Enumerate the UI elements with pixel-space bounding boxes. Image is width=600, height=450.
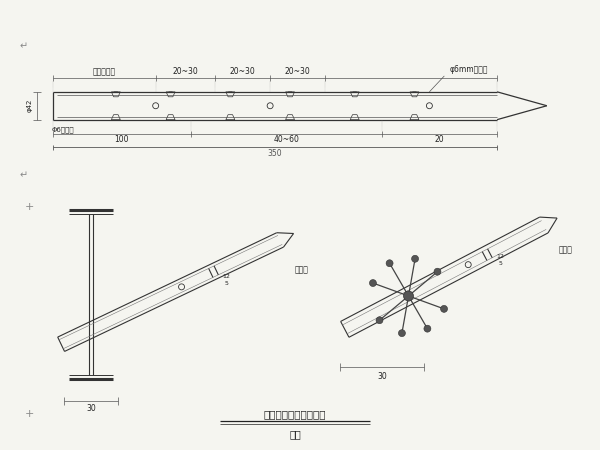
Polygon shape — [112, 92, 121, 97]
Text: 钉抬箋: 钉抬箋 — [295, 265, 309, 274]
Circle shape — [440, 306, 448, 312]
Text: 20~30: 20~30 — [284, 68, 310, 76]
Circle shape — [434, 268, 441, 275]
Circle shape — [267, 103, 273, 109]
Circle shape — [370, 279, 376, 287]
Circle shape — [398, 330, 406, 337]
Circle shape — [376, 317, 383, 324]
Text: 5: 5 — [224, 281, 228, 286]
Circle shape — [152, 103, 158, 109]
Circle shape — [404, 291, 413, 301]
Circle shape — [424, 325, 431, 332]
Circle shape — [465, 261, 471, 268]
Circle shape — [412, 255, 419, 262]
Circle shape — [179, 284, 185, 290]
Polygon shape — [410, 92, 419, 97]
Text: 350: 350 — [268, 149, 283, 158]
Text: 20~30: 20~30 — [230, 68, 256, 76]
Text: ↵: ↵ — [19, 41, 28, 51]
Polygon shape — [350, 115, 359, 120]
Text: 小号管架设位置示意图: 小号管架设位置示意图 — [264, 409, 326, 419]
Text: φ42: φ42 — [26, 99, 32, 112]
Polygon shape — [166, 115, 175, 120]
Text: 示意: 示意 — [289, 429, 301, 439]
Text: +: + — [25, 202, 34, 212]
Text: ↵: ↵ — [19, 170, 28, 180]
Text: 40~60: 40~60 — [273, 135, 299, 144]
Polygon shape — [286, 92, 295, 97]
Text: 12: 12 — [496, 254, 504, 259]
Circle shape — [427, 103, 433, 109]
Polygon shape — [410, 115, 419, 120]
Text: 100: 100 — [115, 135, 129, 144]
Text: 20~30: 20~30 — [173, 68, 199, 76]
Text: 12: 12 — [223, 274, 230, 279]
Text: 30: 30 — [377, 372, 387, 381]
Text: 20: 20 — [434, 135, 444, 144]
Text: 5: 5 — [498, 261, 502, 265]
Text: 30: 30 — [86, 405, 96, 414]
Polygon shape — [350, 92, 359, 97]
Polygon shape — [286, 115, 295, 120]
Circle shape — [386, 260, 393, 267]
Text: +: + — [25, 409, 34, 419]
Text: φ6mm注浆孔: φ6mm注浆孔 — [450, 65, 488, 74]
Text: 钉抬箋: 钉抬箋 — [559, 245, 572, 254]
Polygon shape — [226, 92, 235, 97]
Polygon shape — [112, 115, 121, 120]
Polygon shape — [166, 92, 175, 97]
Polygon shape — [226, 115, 235, 120]
Text: Φ6加劈箋: Φ6加劈箋 — [51, 126, 74, 133]
Text: 预留止浆段: 预留止浆段 — [93, 68, 116, 76]
